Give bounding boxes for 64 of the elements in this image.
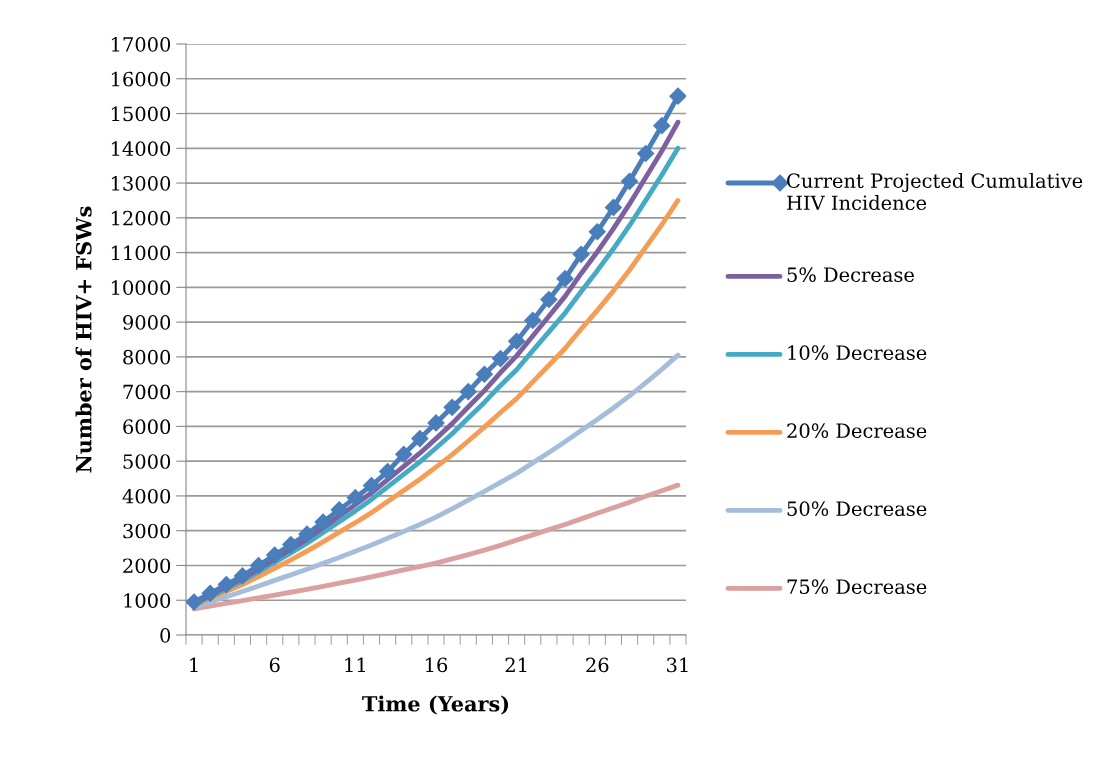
y-tick-label: 0: [160, 627, 171, 643]
x-tick-label: 11: [345, 657, 365, 672]
legend-label: 10% Decrease: [788, 345, 927, 361]
x-tick-label: 1: [190, 657, 198, 672]
point: [443, 398, 461, 416]
x-tick-label: 6: [269, 657, 280, 673]
point: [362, 476, 381, 495]
y-tick-label: 4000: [122, 488, 171, 504]
point: [588, 223, 606, 241]
y-tick-label: 12000: [111, 210, 171, 226]
y-tick-label: 6000: [123, 419, 171, 435]
point: [637, 144, 655, 163]
y-tick-label: 11000: [111, 245, 171, 261]
legend-label: 5% Decrease: [787, 267, 914, 283]
point: [653, 117, 671, 135]
x-tick-label: 26: [586, 657, 609, 673]
point: [217, 576, 235, 594]
point: [266, 546, 284, 564]
point: [411, 430, 429, 448]
point: [395, 445, 413, 463]
legend-label: 75% Decrease: [787, 579, 927, 595]
point: [201, 584, 219, 602]
y-tick-label: 15000: [111, 106, 171, 122]
y-tick-label: 17000: [111, 36, 171, 52]
point: [298, 525, 316, 543]
point: [346, 489, 364, 507]
point: [379, 463, 397, 481]
y-tick-label: 2000: [123, 558, 171, 574]
x-tick-label: 21: [505, 657, 527, 672]
legend-label: 50% Decrease: [787, 501, 927, 517]
point: [314, 513, 332, 531]
point: [669, 87, 686, 105]
y-tick-label: 14000: [111, 141, 171, 156]
point: [250, 556, 268, 575]
point: [330, 501, 348, 519]
point: [186, 593, 203, 611]
point: [459, 383, 477, 401]
legend-label: Current Projected Cumulative HIV Incidence: [787, 173, 1083, 211]
point: [475, 365, 493, 383]
y-axis-title: Number of HIV+ FSWs: [75, 206, 92, 473]
y-tick-label: 16000: [111, 71, 171, 87]
point: [556, 270, 574, 288]
point: [604, 198, 622, 216]
x-tick-label: 31: [667, 657, 688, 673]
y-tick-label: 13000: [111, 176, 171, 191]
point: [508, 332, 526, 350]
y-tick-label: 3000: [123, 523, 171, 539]
y-tick-label: 9000: [123, 315, 171, 330]
y-tick-label: 10000: [111, 280, 171, 296]
point: [282, 536, 300, 554]
point: [572, 245, 590, 263]
point: [491, 350, 510, 368]
point: [524, 311, 542, 329]
point: [620, 172, 639, 190]
y-tick-label: 1000: [124, 593, 171, 608]
y-tick-label: 5000: [123, 454, 171, 469]
y-tick-label: 8000: [123, 349, 171, 365]
point: [427, 414, 445, 432]
x-tick-label: 16: [426, 657, 448, 673]
point: [233, 567, 252, 585]
point: [540, 290, 558, 309]
legend-label: 20% Decrease: [787, 423, 927, 439]
x-axis-title: Time (Years): [362, 695, 509, 715]
y-tick-label: 7000: [123, 384, 171, 400]
